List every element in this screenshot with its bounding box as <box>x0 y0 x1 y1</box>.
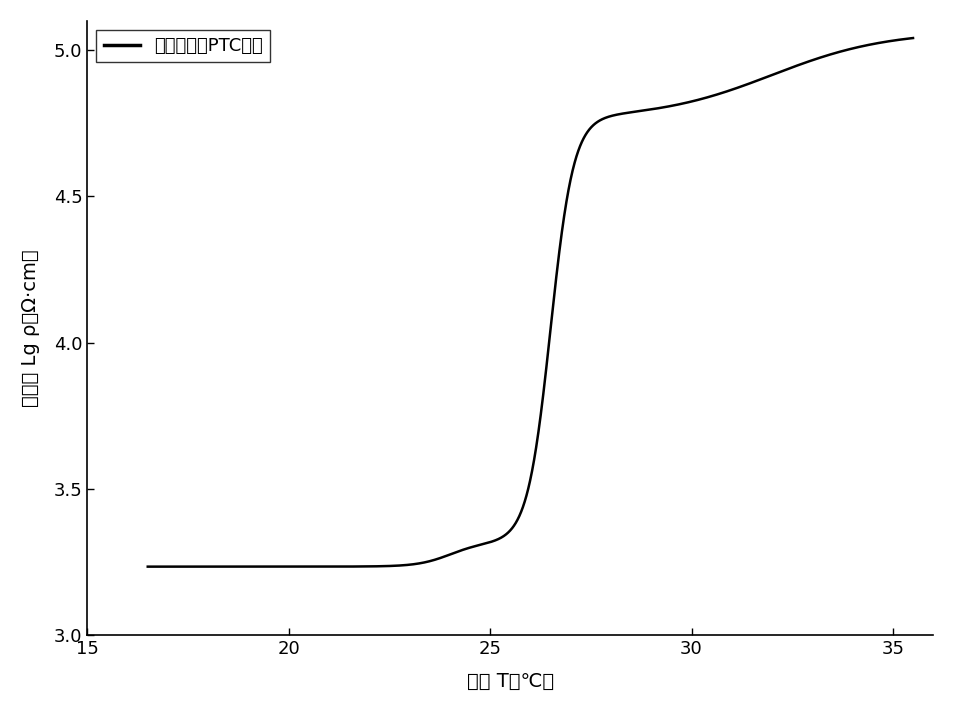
Legend: 正十八烷基PTC材料: 正十八烷基PTC材料 <box>96 30 270 63</box>
Y-axis label: 电阻率 Lg ρ（Ω·cm）: 电阻率 Lg ρ（Ω·cm） <box>21 249 40 407</box>
X-axis label: 温度 T（℃）: 温度 T（℃） <box>466 672 554 691</box>
